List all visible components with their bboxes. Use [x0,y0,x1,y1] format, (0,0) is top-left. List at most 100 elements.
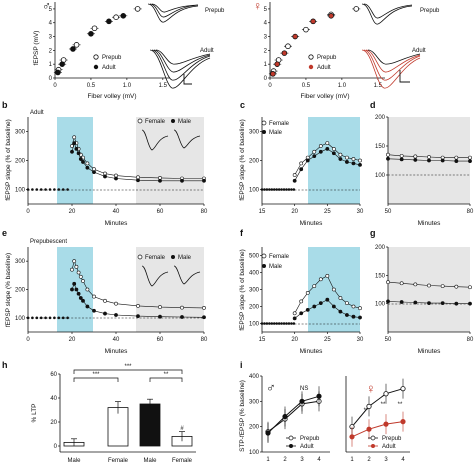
data-point-adult [265,430,271,436]
data-point-adult [59,61,65,67]
y-tick-label: 200 [15,288,26,294]
data-point-female [345,155,349,160]
data-point-male [345,160,349,164]
baseline-point [280,322,283,325]
panel-c-legend: Female Male [261,120,290,136]
baseline-point [26,188,30,191]
data-point-male [338,157,343,161]
data-point-female [351,304,356,309]
x-tick-label: 0 [53,83,57,89]
data-point-male [454,159,459,163]
data-point-male [136,178,140,183]
panel-b-ylabel: fEPSP slope (% of baseline) [5,119,12,201]
baseline-point [265,188,269,191]
baseline-point [35,316,39,320]
panel-h: h % LTP 0 20 40 60 Male Female Male Female *** … [2,360,196,464]
svg-text:***: *** [124,364,132,370]
y-tick-label: 0 [54,444,58,450]
panel-h-ylabel: % LTP [31,403,38,422]
y-tick-label: 3 [264,35,268,41]
panel-letter-b: b [2,100,8,110]
data-point-male [454,301,459,306]
data-point-female [358,306,362,311]
x-tick-label: 25 [324,209,331,215]
baseline-point [275,322,279,325]
panel-c-ylabel: fEPSP slope (% of baseline) [239,119,246,201]
data-point-male [114,313,118,317]
data-point-male [413,300,418,305]
y-tick-label: 200 [249,159,260,165]
baseline-point [287,188,291,191]
data-point-female [325,141,330,146]
x-tick-label: 20 [291,337,298,343]
baseline-point [48,316,52,320]
x-tick-label: 80 [467,337,474,343]
svg-text:**: ** [364,408,369,414]
data-point-female [299,161,304,166]
data-point-female [76,270,81,275]
baseline-point [290,322,293,325]
data-point-male [70,149,74,154]
data-point-female [114,301,118,306]
y-tick-label: 300 [15,259,26,265]
data-point-female [427,155,431,159]
a-right-legend: Prepub Adult [308,54,337,71]
x-tick-label: 0.5 [302,83,311,89]
data-point-female [136,304,140,308]
data-point-male [202,178,206,183]
baseline-point [66,188,69,191]
y-tick-label: 150 [375,273,386,279]
x-tick-label: Female [172,458,193,464]
data-point-female [72,135,77,140]
tetanus-shade [308,117,360,204]
data-point-female [292,311,297,316]
data-point-prepub [400,386,406,392]
data-point-male [81,160,85,164]
svg-text:Female: Female [145,119,166,125]
y-tick-label: 300 [15,130,26,136]
data-point-female [318,144,323,148]
panel-a-left: ♂ fEPSP (mV) Fiber volley (mV) 0 1 2 3 4 5 0 0.… [33,0,225,100]
late-window-shade [388,247,470,332]
panel-b-xlabel: Minutes [105,220,129,227]
data-point-prepub [383,391,389,397]
x-tick-label: 25 [324,337,331,343]
data-point-male [76,291,81,296]
x-tick-label: 50 [385,337,392,343]
y-tick-label: 100 [375,173,386,179]
data-point-male [202,315,206,320]
data-point-male [180,178,184,183]
data-point-male [114,176,118,181]
x-tick-label: 15 [259,337,266,343]
y-tick-label: 3 [49,35,53,41]
svg-text:Adult: Adult [200,48,214,54]
panel-d: d Minutes 100 150 200 50 80 [370,100,474,227]
x-tick-label: 0 [26,209,30,215]
x-tick-label: 4 [401,457,405,463]
data-point-male [351,161,356,166]
data-point-female [72,259,77,264]
panel-b: b Adult fEPSP slope (% of baseline) Minu… [2,100,208,227]
x-tick-label: 0.5 [87,83,96,89]
data-point-male [70,287,74,292]
y-tick-label: 100 [249,450,260,456]
data-point-adult [366,426,372,432]
panel-c-xlabel: Minutes [300,220,324,227]
data-point-male [78,157,83,161]
x-tick-label: 40 [113,337,120,343]
data-point-female [92,294,96,299]
panel-g-xlabel: Minutes [418,348,442,355]
panel-b-legend: Female Male [137,118,201,151]
baseline-point [268,322,271,325]
x-tick-label: 2 [367,457,371,463]
y-tick-label: 100 [375,302,386,308]
x-tick-label: 30 [357,209,364,215]
svg-text:Adult: Adult [300,444,314,450]
x-tick-label: 1 [350,457,354,463]
data-point-female [325,273,330,278]
data-point-adult [281,50,288,56]
x-tick-label: 1.0 [338,83,347,89]
data-point-adult [310,18,316,25]
a-left-xlabel: Fiber volley (mV) [87,93,136,100]
y-tick-label: 300 [249,399,260,405]
